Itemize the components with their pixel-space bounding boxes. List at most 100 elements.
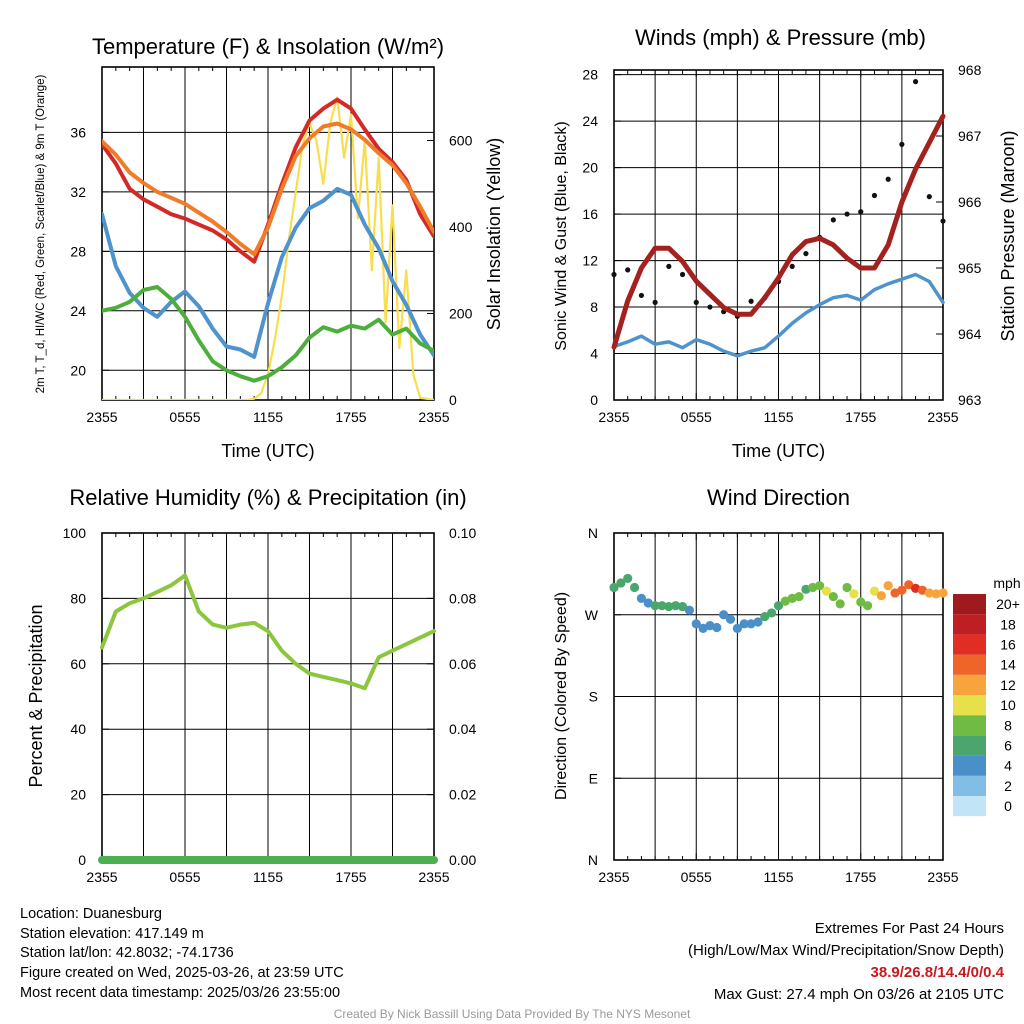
y-axis-label: Sonic Wind & Gust (Blue, Black) xyxy=(553,121,570,350)
direction-point xyxy=(897,585,907,595)
station-elevation: Station elevation: 417.149 m xyxy=(20,925,204,942)
direction-point xyxy=(609,582,619,593)
legend-label: 12 xyxy=(1000,677,1016,693)
direction-point xyxy=(753,617,763,627)
x-tick-label: 0555 xyxy=(681,409,712,425)
direction-point xyxy=(815,581,825,591)
y-tick-label: 28 xyxy=(70,243,86,259)
direction-point xyxy=(904,580,914,590)
gust-point xyxy=(803,250,809,257)
y-tick-label: 28 xyxy=(582,67,598,83)
gust-point xyxy=(679,271,686,278)
direction-point xyxy=(938,588,948,598)
station-location: Location: Duanesburg xyxy=(20,906,162,922)
max-gust: Max Gust: 27.4 mph On 03/26 at 2105 UTC xyxy=(713,986,1004,1003)
gust-point xyxy=(693,299,699,305)
extremes-subheading: (High/Low/Max Wind/Precipitation/Snow De… xyxy=(688,942,1004,959)
x-tick-label: 2355 xyxy=(418,869,449,885)
legend-swatch xyxy=(953,654,986,675)
y-axis-label: Direction (Colored By Speed) xyxy=(553,592,570,800)
x-axis-label: Time (UTC) xyxy=(732,441,825,461)
x-tick-label: 0555 xyxy=(169,409,200,425)
chart-title: Temperature (F) & Insolation (W/m²) xyxy=(92,34,444,59)
legend-label: 16 xyxy=(1000,637,1016,653)
y-tick-label: 80 xyxy=(70,590,86,606)
legend-label: 18 xyxy=(1000,616,1016,632)
direction-point xyxy=(794,591,804,602)
y-tick-label: 20 xyxy=(70,362,86,378)
series-relative-humidity xyxy=(100,573,436,691)
direction-point xyxy=(760,611,770,622)
y-tick-label: N xyxy=(588,852,598,868)
gust-point xyxy=(666,263,672,269)
legend-label: 14 xyxy=(1000,657,1016,673)
speed-legend: mph 0 2 4 6 8 10 12 14 16 18 20+ xyxy=(953,575,1021,817)
x-tick-label: 2355 xyxy=(598,409,629,425)
x-tick-label: 2355 xyxy=(598,869,629,885)
gust-point xyxy=(707,304,713,310)
y-axis-label: 2m T, T_d, HI/WC (Red, Green, Scarlet/Bl… xyxy=(35,74,47,393)
y-tick-label: W xyxy=(585,607,599,623)
y-tick-label: 24 xyxy=(70,303,86,319)
legend-label: 10 xyxy=(1000,697,1016,713)
direction-point xyxy=(773,601,784,611)
chart-title: Relative Humidity (%) & Precipitation (i… xyxy=(69,485,466,510)
station-latlon: Station lat/lon: 42.8032; -74.1736 xyxy=(20,945,234,962)
y-tick-label: 0 xyxy=(78,852,86,868)
x-tick-label: 1755 xyxy=(845,409,876,425)
legend-swatch xyxy=(953,674,986,695)
legend-swatch xyxy=(953,715,986,736)
direction-point xyxy=(732,623,742,633)
panel-temperature: 2355 0555 1155 1755 2355 20 24 28 32 36 0 200 400 600… xyxy=(35,34,504,461)
legend-label: 2 xyxy=(1004,778,1012,794)
credit-line: Created By Nick Bassill Using Data Provi… xyxy=(333,1007,691,1021)
direction-point xyxy=(616,578,626,588)
gust-point xyxy=(652,299,658,305)
x-tick-label: 2355 xyxy=(86,409,117,425)
series-hi-wc xyxy=(102,186,434,359)
gust-point xyxy=(830,217,836,223)
direction-point xyxy=(869,586,880,596)
y2-tick-label: 0.06 xyxy=(449,656,476,672)
y2-tick-label: 600 xyxy=(449,133,473,149)
direction-point xyxy=(856,597,866,607)
panel-humidity: 2355 0555 1155 1755 23550204060801000.000.02… xyxy=(26,485,476,885)
direction-point xyxy=(629,582,640,593)
x-tick-label: 1155 xyxy=(763,409,793,425)
gust-point xyxy=(871,192,878,199)
legend-title: mph xyxy=(993,575,1020,591)
direction-point xyxy=(691,619,701,629)
gust-point xyxy=(611,271,617,278)
y-tick-label: 20 xyxy=(70,787,86,803)
legend-label: 6 xyxy=(1004,738,1012,754)
direction-point xyxy=(835,599,845,609)
x-tick-label: 0555 xyxy=(169,869,200,885)
y-tick-label: 32 xyxy=(70,184,86,200)
y2-tick-label: 0.10 xyxy=(449,525,476,541)
chart-title: Wind Direction xyxy=(707,485,850,510)
y2-axis-label: Solar Insolation (Yellow) xyxy=(484,138,504,330)
gust-point xyxy=(912,79,919,85)
x-tick-label: 2355 xyxy=(86,869,117,885)
y-tick-label: 24 xyxy=(582,113,598,129)
y2-tick-label: 964 xyxy=(958,326,982,342)
gust-point xyxy=(885,176,891,182)
series-t-d xyxy=(102,285,434,383)
direction-point xyxy=(739,619,749,629)
panel-winds: 2355 0555 1155 1755 235504812162024289639649… xyxy=(553,25,1018,461)
direction-point xyxy=(677,601,688,612)
gust-point xyxy=(940,218,946,224)
legend-swatch xyxy=(953,755,986,776)
direction-point xyxy=(623,573,633,584)
legend-swatch xyxy=(953,796,986,817)
temperature-grid xyxy=(102,67,434,400)
direction-point xyxy=(636,593,647,604)
y-tick-label: E xyxy=(589,770,598,786)
y2-tick-label: 0 xyxy=(449,392,457,408)
y2-tick-label: 967 xyxy=(958,128,982,144)
y-axis-label: Percent & Precipitation xyxy=(26,604,46,787)
legend-label: 8 xyxy=(1004,717,1012,733)
direction-point xyxy=(849,589,859,599)
y-tick-label: 16 xyxy=(582,206,598,222)
legend-swatch xyxy=(953,775,986,796)
